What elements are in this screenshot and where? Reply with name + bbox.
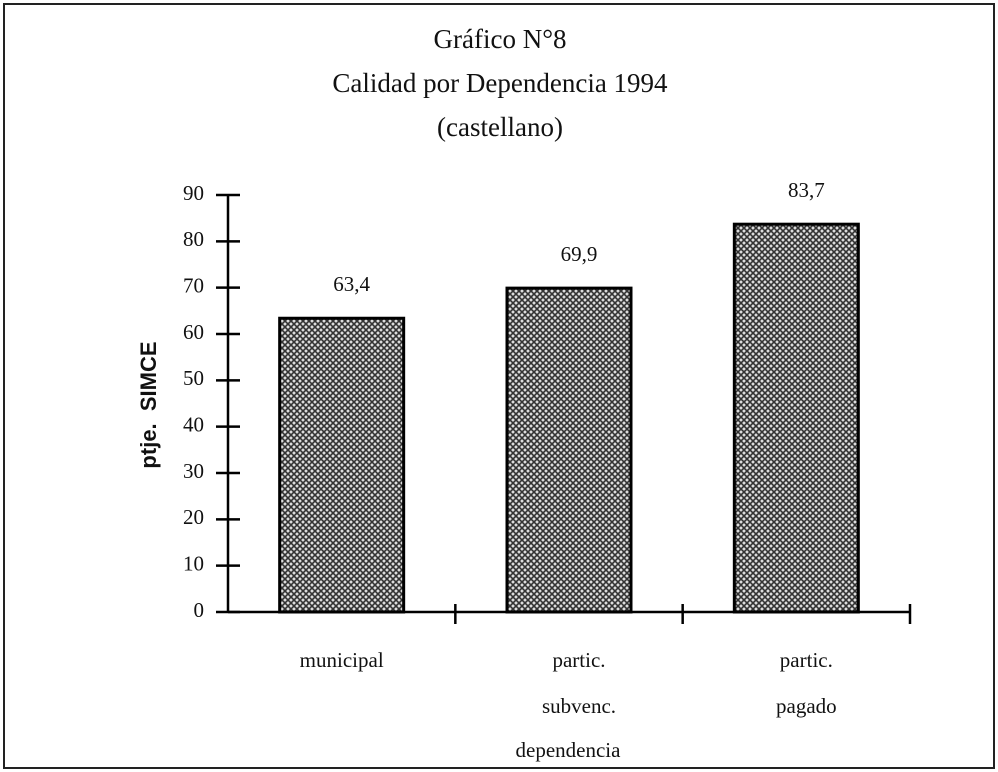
y-tick-label: 30 bbox=[183, 459, 204, 483]
y-tick-label: 70 bbox=[183, 273, 204, 297]
chart-title: Gráfico N°8 bbox=[434, 24, 567, 54]
value-label: 63,4 bbox=[333, 272, 370, 296]
x-tick-label: subvenc. bbox=[542, 694, 616, 718]
chart-subtitle: (castellano) bbox=[437, 112, 563, 142]
bar bbox=[278, 316, 406, 614]
x-axis-label: dependencia bbox=[516, 738, 622, 762]
x-tick-label: partic. bbox=[552, 648, 605, 672]
y-tick-label: 60 bbox=[183, 320, 204, 344]
value-label: 83,7 bbox=[788, 178, 825, 202]
y-tick-label: 40 bbox=[183, 412, 204, 436]
x-tick-label: pagado bbox=[776, 694, 837, 718]
y-tick-label: 90 bbox=[183, 181, 204, 205]
x-tick-label: partic. bbox=[780, 648, 833, 672]
y-tick-label: 50 bbox=[183, 366, 204, 390]
y-tick-label: 10 bbox=[183, 551, 204, 575]
y-axis-label: ptje. SIMCE bbox=[136, 341, 161, 468]
bar bbox=[732, 222, 860, 614]
x-tick-label: municipal bbox=[300, 648, 384, 672]
chart-subtitle: Calidad por Dependencia 1994 bbox=[332, 68, 668, 98]
y-tick-label: 20 bbox=[183, 505, 204, 529]
y-tick-label: 80 bbox=[183, 227, 204, 251]
y-tick-label: 0 bbox=[194, 598, 205, 622]
bar bbox=[505, 286, 633, 614]
frame bbox=[3, 3, 995, 769]
value-label: 69,9 bbox=[561, 242, 598, 266]
